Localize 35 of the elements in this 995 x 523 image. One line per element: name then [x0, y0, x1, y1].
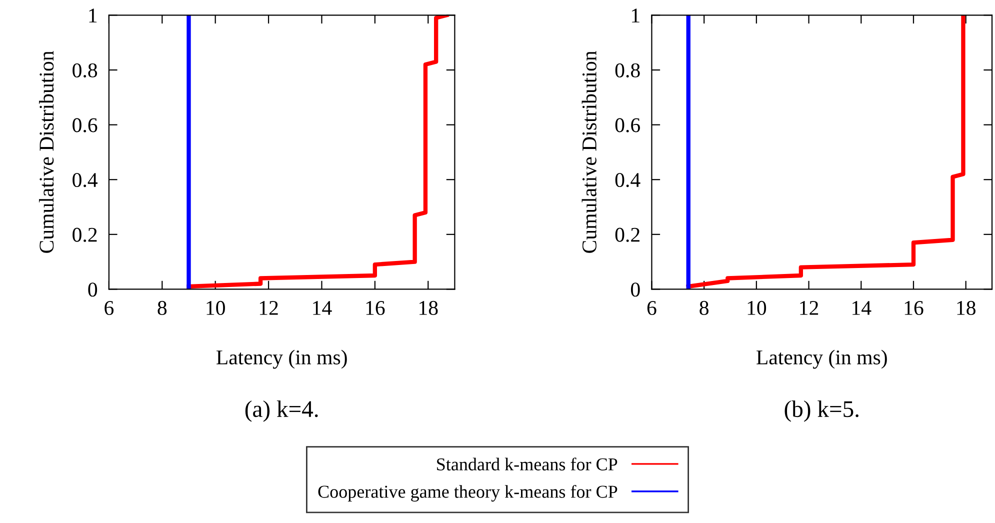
- x-axis-title: Latency (in ms): [216, 350, 347, 369]
- x-tick-label: 10: [206, 300, 225, 315]
- x-tick-label: 18: [957, 300, 976, 315]
- y-tick-label: 0.2: [72, 228, 97, 242]
- y-tick-label: 0.4: [615, 172, 640, 188]
- y-tick-label: 0: [630, 282, 640, 297]
- y-tick-label: 1: [89, 8, 97, 22]
- y-tick-label: 0.6: [615, 118, 640, 132]
- y-tick-label: 0.8: [72, 63, 98, 78]
- x-tick-label: 8: [158, 300, 167, 315]
- x-tick-label: 16: [366, 300, 385, 315]
- x-tick-label: 14: [313, 301, 332, 315]
- line-series: [686, 15, 966, 289]
- x-tick-label: 8: [700, 300, 708, 315]
- y-tick-label: 0.8: [615, 63, 640, 78]
- y-tick-label: 0.6: [72, 118, 98, 132]
- y-tick-label: 0.4: [72, 172, 98, 188]
- x-tick-label: 6: [647, 300, 656, 315]
- text: (a) k=4.: [245, 400, 318, 422]
- legend-label: Standard k-means for CP: [437, 458, 618, 470]
- y-tick-label: 0.2: [615, 228, 640, 242]
- legend-label: Cooperative game theory k-means for CP: [318, 484, 618, 502]
- x-axis-title: Latency (in ms): [756, 350, 887, 369]
- x-tick-label: 16: [904, 300, 924, 315]
- y-tick-label: 1: [632, 8, 640, 22]
- x-tick-label: 12: [260, 300, 278, 315]
- y-axis-title: Cumulative Distribution: [39, 50, 54, 253]
- x-tick-label: 6: [104, 300, 114, 315]
- text: (b) k=5.: [784, 400, 858, 422]
- y-axis-title: Cumulative Distribution: [582, 50, 596, 253]
- x-tick-label: 14: [852, 301, 872, 315]
- x-tick-label: 18: [420, 300, 438, 315]
- x-tick-label: 10: [748, 300, 766, 315]
- x-tick-label: 12: [800, 300, 818, 315]
- y-tick-label: 0: [88, 282, 98, 297]
